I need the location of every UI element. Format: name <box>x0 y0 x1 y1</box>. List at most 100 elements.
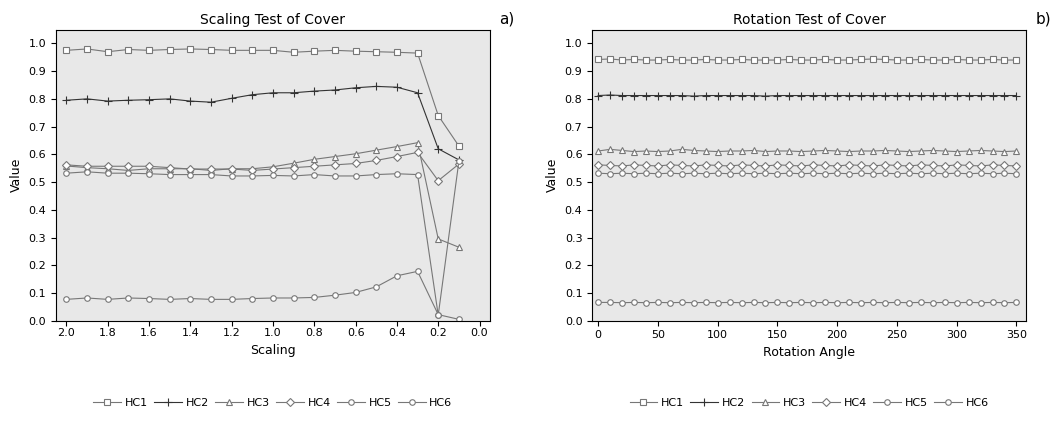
HC3 <box>747 148 760 153</box>
HC1 <box>329 48 342 53</box>
HC2 <box>819 93 832 98</box>
HC3 <box>370 148 383 153</box>
HC3 <box>246 166 259 171</box>
HC3 <box>938 149 951 154</box>
HC1 <box>163 47 176 52</box>
HC2 <box>246 92 259 97</box>
HC6 <box>867 300 880 305</box>
HC6 <box>831 300 843 305</box>
HC6 <box>592 300 605 305</box>
HC2 <box>604 92 616 97</box>
HC4 <box>432 178 445 183</box>
HC4 <box>974 163 987 168</box>
HC4 <box>288 165 300 170</box>
HC6 <box>628 300 641 305</box>
HC5 <box>628 171 641 176</box>
HC3 <box>390 144 403 149</box>
HC6 <box>663 300 676 305</box>
HC5 <box>432 313 445 318</box>
HC2 <box>842 93 855 98</box>
HC2 <box>998 93 1011 98</box>
HC6 <box>266 295 279 300</box>
HC1 <box>1010 57 1023 62</box>
HC2 <box>101 99 114 104</box>
HC5 <box>1010 171 1023 176</box>
Line: HC6: HC6 <box>595 300 1020 306</box>
HC5 <box>640 170 653 176</box>
HC2 <box>724 93 736 98</box>
HC3 <box>867 149 880 154</box>
HC6 <box>349 290 362 295</box>
HC3 <box>1010 149 1023 154</box>
HC4 <box>184 167 196 172</box>
HC6 <box>604 300 616 305</box>
HC4 <box>867 163 880 168</box>
HC3 <box>651 149 664 154</box>
HC6 <box>205 297 218 302</box>
HC4 <box>771 162 784 168</box>
HC1 <box>370 49 383 54</box>
Line: HC3: HC3 <box>64 140 462 250</box>
HC3 <box>288 161 300 166</box>
HC5 <box>60 170 73 176</box>
HC1 <box>615 57 628 62</box>
HC2 <box>184 99 196 104</box>
HC4 <box>651 163 664 168</box>
HC6 <box>453 317 466 322</box>
HC4 <box>998 163 1011 168</box>
HC3 <box>640 149 653 154</box>
HC3 <box>724 149 736 154</box>
HC5 <box>101 170 114 176</box>
Line: HC5: HC5 <box>595 170 1020 176</box>
HC1 <box>819 57 832 62</box>
HC6 <box>759 300 771 305</box>
HC1 <box>771 57 784 62</box>
HC2 <box>81 96 93 101</box>
HC3 <box>795 149 807 154</box>
HC3 <box>688 148 700 153</box>
HC4 <box>101 164 114 169</box>
HC2 <box>615 93 628 98</box>
HC1 <box>807 57 820 62</box>
HC5 <box>699 171 712 176</box>
HC4 <box>795 163 807 168</box>
HC5 <box>759 170 771 176</box>
Legend: HC1, HC2, HC3, HC4, HC5, HC6: HC1, HC2, HC3, HC4, HC5, HC6 <box>93 398 452 408</box>
HC6 <box>795 300 807 305</box>
HC2 <box>453 157 466 162</box>
HC4 <box>676 163 689 168</box>
HC1 <box>266 48 279 53</box>
HC6 <box>890 300 903 305</box>
HC5 <box>938 171 951 176</box>
HC5 <box>122 170 135 176</box>
HC1 <box>759 57 771 62</box>
HC4 <box>735 162 748 168</box>
HC6 <box>329 293 342 298</box>
HC2 <box>688 94 700 99</box>
HC3 <box>329 154 342 159</box>
HC1 <box>676 57 689 62</box>
HC6 <box>225 297 238 302</box>
HC5 <box>962 171 975 176</box>
HC1 <box>663 57 676 62</box>
HC4 <box>842 162 855 168</box>
HC1 <box>604 57 616 62</box>
HC4 <box>855 163 868 168</box>
HC2 <box>795 93 807 98</box>
HC4 <box>903 163 916 168</box>
HC2 <box>879 93 891 98</box>
Line: HC2: HC2 <box>63 82 463 164</box>
HC3 <box>879 148 891 153</box>
HC2 <box>205 100 218 105</box>
HC2 <box>60 98 73 103</box>
HC5 <box>747 171 760 176</box>
Y-axis label: Value: Value <box>546 158 559 192</box>
HC4 <box>122 164 135 169</box>
HC2 <box>699 93 712 98</box>
Legend: HC1, HC2, HC3, HC4, HC5, HC6: HC1, HC2, HC3, HC4, HC5, HC6 <box>629 398 989 408</box>
HC6 <box>926 300 939 305</box>
HC2 <box>890 93 903 98</box>
HC4 <box>831 163 843 168</box>
HC5 <box>81 169 93 174</box>
HC3 <box>915 149 927 154</box>
